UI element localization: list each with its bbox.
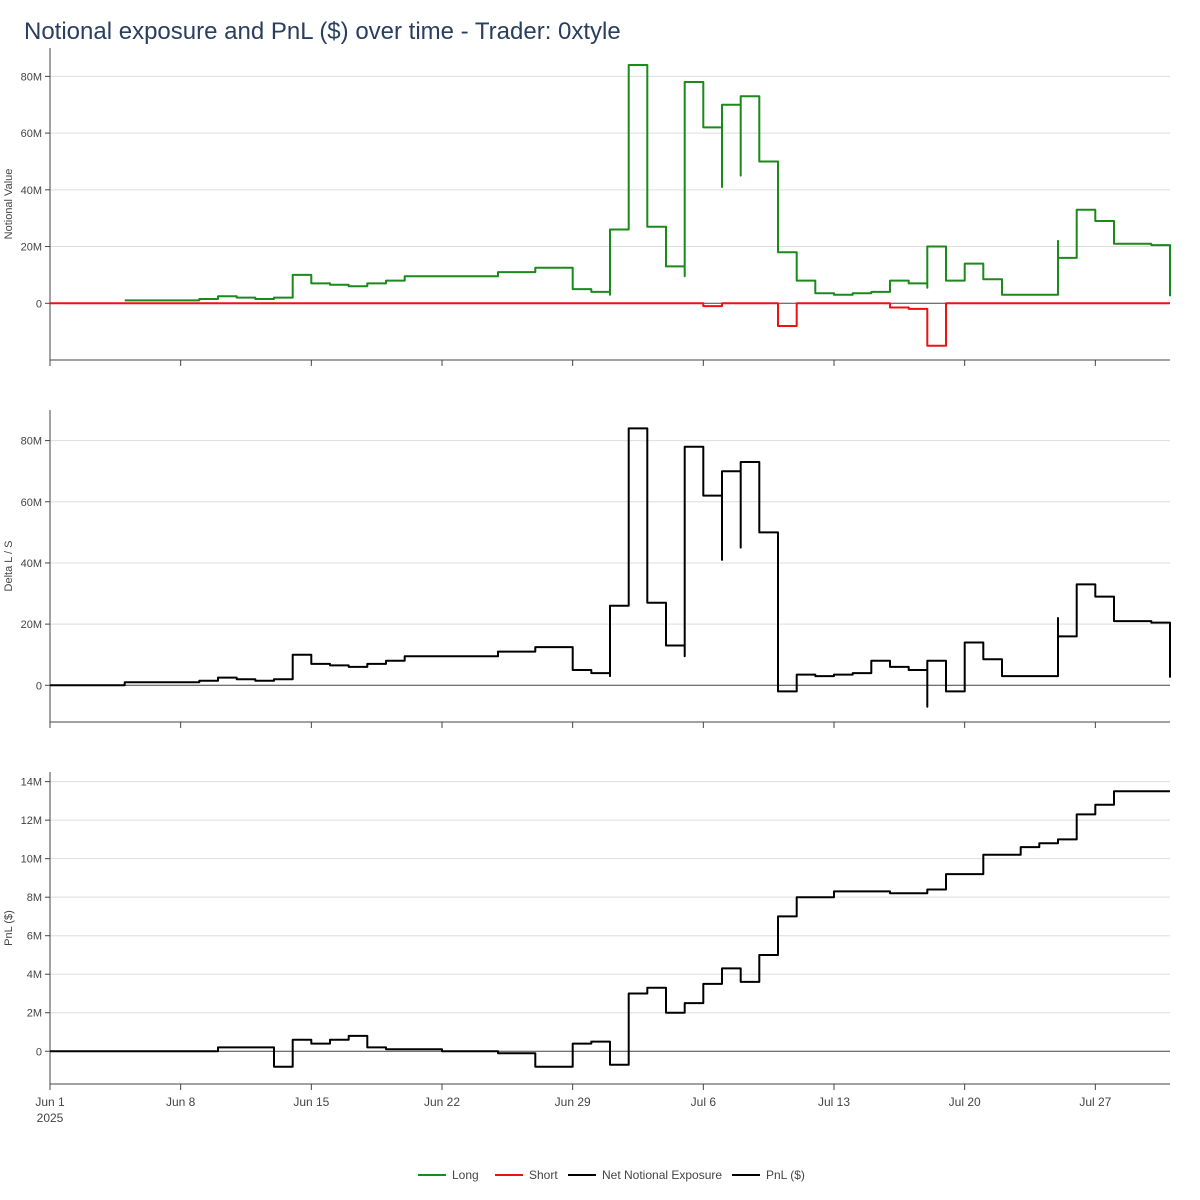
x-tick-label: Jun 1	[35, 1095, 65, 1109]
x-tick-sublabel: 2025	[37, 1111, 64, 1125]
legend-label: Net Notional Exposure	[602, 1168, 722, 1182]
legend-item: Short	[495, 1168, 558, 1182]
y-tick-label: 40M	[21, 185, 42, 197]
x-tick-label: Jul 13	[818, 1095, 850, 1109]
series-line-net-notional-exposure	[50, 427, 1171, 708]
x-tick-label: Jul 6	[691, 1095, 717, 1109]
chart-panels: 0 20M 40M 60M 80M Notional Value 0 20M 40M 60M 80M…	[3, 48, 1171, 1125]
y-axis-label: PnL ($)	[3, 910, 15, 946]
y-tick-label: 10M	[21, 854, 42, 866]
y-tick-label: 20M	[21, 242, 42, 254]
y-tick-label: 0	[36, 680, 42, 692]
panel-3: 0 2M 4M 6M 8M 10M 12M 14M PnL ($) Jun 1 2025 Jun 8 J…	[3, 772, 1170, 1125]
legend-label: Long	[452, 1168, 479, 1182]
series-line-short	[50, 302, 1170, 347]
y-tick-label: 6M	[27, 931, 42, 943]
chart-legend: Long Short Net Notional Exposure PnL ($)	[418, 1168, 805, 1182]
y-tick-label: 2M	[27, 1008, 42, 1020]
legend-label: PnL ($)	[766, 1168, 805, 1182]
legend-item: PnL ($)	[732, 1168, 805, 1182]
series-line-long	[124, 64, 1171, 302]
x-tick-label: Jul 20	[949, 1095, 981, 1109]
y-axis-label: Delta L / S	[3, 541, 15, 592]
x-tick-label: Jun 29	[555, 1095, 591, 1109]
legend-item: Net Notional Exposure	[568, 1168, 722, 1182]
y-tick-label: 40M	[21, 558, 42, 570]
y-axis-label: Notional Value	[3, 169, 15, 240]
x-tick-label: Jun 8	[166, 1095, 196, 1109]
y-tick-label: 60M	[21, 128, 42, 140]
x-tick-label: Jul 27	[1079, 1095, 1111, 1109]
x-tick-label: Jun 22	[424, 1095, 460, 1109]
y-tick-label: 0	[36, 1046, 42, 1058]
panel-1: 0 20M 40M 60M 80M Notional Value	[3, 48, 1171, 366]
x-tick-label: Jun 15	[293, 1095, 329, 1109]
y-tick-label: 12M	[21, 815, 42, 827]
y-tick-label: 60M	[21, 497, 42, 509]
legend-item: Long	[418, 1168, 479, 1182]
y-tick-label: 80M	[21, 436, 42, 448]
y-tick-label: 8M	[27, 892, 42, 904]
y-tick-label: 14M	[21, 777, 42, 789]
chart-title: Notional exposure and PnL ($) over time …	[24, 18, 621, 45]
y-tick-label: 20M	[21, 619, 42, 631]
panel-2: 0 20M 40M 60M 80M Delta L / S	[3, 410, 1171, 728]
y-tick-label: 0	[36, 298, 42, 310]
y-tick-label: 80M	[21, 71, 42, 83]
series-line-pnl	[50, 790, 1170, 1068]
legend-label: Short	[529, 1168, 558, 1182]
y-tick-label: 4M	[27, 969, 42, 981]
